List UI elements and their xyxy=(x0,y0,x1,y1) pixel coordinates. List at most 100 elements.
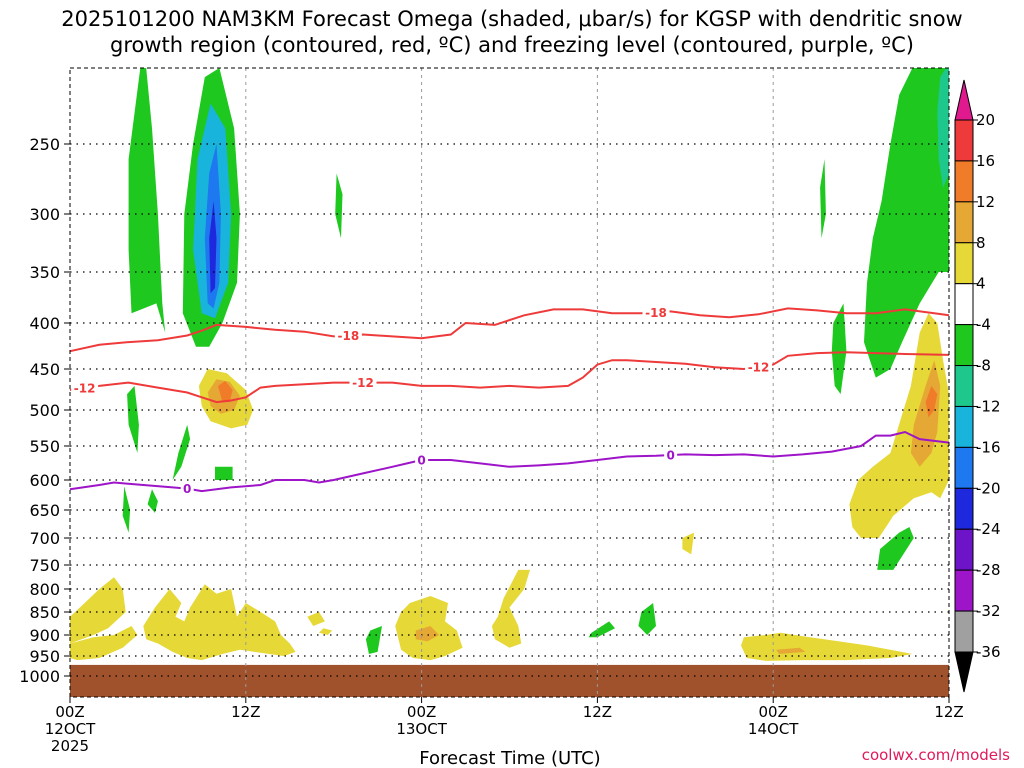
omega-region-17 xyxy=(143,584,296,661)
y-tick-label-850: 850 xyxy=(29,603,60,622)
omega-region-1 xyxy=(122,486,131,533)
omega-region-7 xyxy=(209,201,217,294)
colorbar-label-3: 8 xyxy=(976,234,986,252)
y-tick-label-300: 300 xyxy=(29,205,60,224)
dgz-contour-0-label-1: -18 xyxy=(645,306,667,320)
freezing-level-contour-label-1: 0 xyxy=(417,453,425,467)
contour-layer: -18 -18 -12 -12 -12 0 0 0 xyxy=(69,305,950,496)
y-tick-label-950: 950 xyxy=(29,647,60,666)
omega-region-34 xyxy=(849,313,949,538)
colorbar-label-13: -36 xyxy=(976,643,1001,661)
omega-region-16 xyxy=(70,626,138,661)
omega-region-2 xyxy=(147,489,158,513)
colorbar-label-1: 16 xyxy=(976,152,995,170)
y-tick-label-450: 450 xyxy=(29,360,60,379)
y-tick-label-350: 350 xyxy=(29,263,60,282)
x-tick-label-0-1: 12OCT xyxy=(45,720,96,738)
freezing-level-contour-label-2: 0 xyxy=(666,449,674,463)
colorbar-top-triangle xyxy=(954,79,974,121)
colorbar-segment-7 xyxy=(954,365,974,407)
y-tick-label-750: 750 xyxy=(29,556,60,575)
plot-frame xyxy=(69,67,950,698)
colorbar-label-10: -24 xyxy=(976,520,1001,538)
dgz-contour-1-label-2: -12 xyxy=(748,360,770,374)
dgz-contour-0-label-0: -18 xyxy=(338,329,360,343)
colorbar-segment-4 xyxy=(954,242,974,285)
colorbar-segment-12 xyxy=(954,569,974,612)
y-tick-label-250: 250 xyxy=(29,135,60,154)
colorbar-segment-1 xyxy=(954,119,974,162)
colorbar-segment-2 xyxy=(954,160,974,203)
y-tick-label-700: 700 xyxy=(29,529,60,548)
x-tick-label-2-1: 13OCT xyxy=(396,720,447,738)
y-tick-label-900: 900 xyxy=(29,626,60,645)
omega-region-20 xyxy=(365,626,382,654)
y-tick-label-400: 400 xyxy=(29,314,60,333)
dgz-contour-1-label-1: -12 xyxy=(352,376,374,390)
colorbar-bottom-triangle xyxy=(954,651,974,693)
omega-region-31 xyxy=(820,159,826,239)
dgz-contour-0-label-bg-0 xyxy=(334,328,362,343)
x-tick-label-0-2: 2025 xyxy=(51,737,89,755)
omega-region-24 xyxy=(682,532,695,555)
colorbar-label-9: -20 xyxy=(976,479,1001,497)
x-tick-label-3-0: 12Z xyxy=(583,703,612,721)
x-tick-label-2-0: 00Z xyxy=(407,703,436,721)
colorbar-label-11: -28 xyxy=(976,561,1001,579)
colorbar-segment-9 xyxy=(954,446,974,489)
colorbar-segment-5 xyxy=(954,283,974,326)
dgz-contour-1-label-bg-1 xyxy=(349,375,377,390)
x-tick-label-4-1: 14OCT xyxy=(748,720,799,738)
pressure-axis: 250 300 350 400 450 500 550 600 650 700 750 800 850 9… xyxy=(19,135,70,686)
omega-region-3 xyxy=(128,68,166,333)
colorbar-segment-11 xyxy=(954,528,974,571)
y-tick-label-650: 650 xyxy=(29,501,60,520)
colorbar-segment-3 xyxy=(954,201,974,244)
omega-region-25 xyxy=(588,621,615,638)
x-tick-label-5-0: 12Z xyxy=(934,703,963,721)
omega-region-28 xyxy=(776,647,806,654)
colorbar-label-6: -8 xyxy=(976,357,991,375)
freezing-level-contour-label-0: 0 xyxy=(183,482,191,496)
dgz-contour-1-label-bg-0 xyxy=(71,380,99,395)
omega-colorbar: 20 16 12 8 4 -4 -8 -12 -16 -20 -24 -28 -32 -36 xyxy=(954,79,1001,693)
colorbar-label-7: -12 xyxy=(976,397,1001,415)
dgz-contour-1-line xyxy=(69,351,950,404)
colorbar-segment-6 xyxy=(954,324,974,367)
colorbar-segment-8 xyxy=(954,405,974,448)
dgz-contour-1-label-bg-2 xyxy=(745,359,773,374)
colorbar-label-4: 4 xyxy=(976,275,986,293)
x-tick-label-4-0: 00Z xyxy=(759,703,788,721)
omega-region-14 xyxy=(218,380,233,403)
dgz-contour-1-label-0: -12 xyxy=(74,381,96,395)
freezing-level-contour-label-bg-0 xyxy=(180,481,194,496)
omega-region-32 xyxy=(864,68,949,378)
omega-region-27 xyxy=(741,632,913,661)
freezing-level-contour-label-bg-1 xyxy=(415,452,429,467)
omega-region-18 xyxy=(307,612,325,626)
colorbar-label-8: -16 xyxy=(976,438,1001,456)
chart-title-line2: growth region (contoured, red, ºC) and f… xyxy=(110,33,914,57)
colorbar-label-5: -4 xyxy=(976,316,991,334)
omega-region-29 xyxy=(877,527,914,570)
x-tick-label-1-0: 12Z xyxy=(231,703,260,721)
y-tick-label-600: 600 xyxy=(29,471,60,490)
omega-region-30 xyxy=(831,303,847,395)
colorbar-label-2: 12 xyxy=(976,193,995,211)
omega-region-19 xyxy=(319,628,333,635)
omega-region-11 xyxy=(335,173,343,239)
dgz-contour-0-label-bg-1 xyxy=(642,305,670,320)
omega-region-33 xyxy=(937,68,949,188)
y-tick-label-550: 550 xyxy=(29,437,60,456)
x-axis-title: Forecast Time (UTC) xyxy=(419,748,600,768)
omega-region-9 xyxy=(215,466,233,480)
freezing-level-contour-label-bg-2 xyxy=(664,448,678,463)
credit-link[interactable]: coolwx.com/models xyxy=(862,746,1010,764)
colorbar-segment-13 xyxy=(954,610,974,653)
chart-title-line1: 2025101200 NAM3KM Forecast Omega (shaded… xyxy=(61,7,962,31)
omega-region-23 xyxy=(491,569,530,648)
y-tick-label-800: 800 xyxy=(29,580,60,599)
omega-region-26 xyxy=(638,603,656,635)
